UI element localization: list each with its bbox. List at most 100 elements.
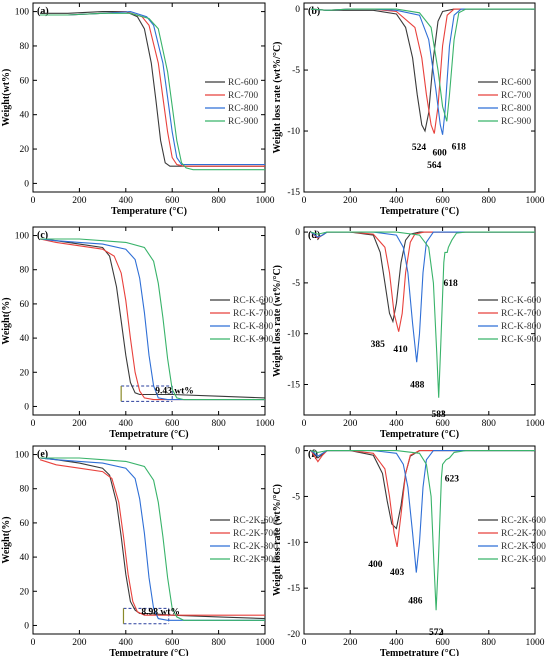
x-axis-title: Tempetrature (°C) (109, 648, 188, 656)
series-line-rc-2k-900 (310, 450, 535, 611)
x-tick-label: 800 (482, 196, 497, 206)
legend-entry: RC-2K-600 (501, 516, 546, 526)
x-tick-label: 1000 (526, 196, 545, 206)
plot-frame (32, 445, 266, 635)
y-tick-label: 0 (295, 228, 300, 238)
x-tick-label: 800 (211, 419, 226, 429)
legend-entry: RC-2K-900 (233, 555, 278, 565)
series-line-rc-800 (310, 8, 535, 135)
x-tick-label: 600 (435, 196, 450, 206)
x-tick-label: 800 (482, 638, 497, 648)
series-line-rc-900 (310, 8, 535, 122)
peak-label: 410 (393, 345, 408, 355)
y-tick-label: -15 (287, 381, 300, 391)
x-tick-label: 600 (165, 196, 180, 206)
y-tick-label: 80 (20, 266, 30, 276)
y-tick-label: 0 (295, 447, 300, 457)
x-tick-label: 600 (435, 638, 450, 648)
series-line-rc-600 (40, 11, 265, 167)
x-axis-title: Temperature (°C) (111, 206, 187, 217)
y-tick-label: -20 (287, 630, 300, 640)
legend-entry: RC-K-900 (233, 335, 273, 345)
y-tick-label: 20 (20, 368, 30, 378)
panel-tag: (c) (37, 230, 48, 241)
peak-label: 8.98 wt% (141, 607, 180, 617)
x-tick-label: 800 (211, 196, 226, 206)
x-tick-label: 200 (72, 638, 87, 648)
y-tick-label: 60 (20, 76, 30, 86)
series-line-rc-700 (40, 11, 265, 167)
x-tick-label: 200 (343, 419, 358, 429)
plot-frame (303, 226, 536, 416)
series-line-rc-2k-600 (39, 457, 266, 620)
panel-tag: (a) (37, 6, 49, 17)
x-tick-label: 200 (72, 196, 87, 206)
legend-entry: RC-900 (228, 117, 258, 127)
peak-label: 9.43 wt% (155, 386, 194, 396)
y-tick-label: -5 (292, 279, 300, 289)
x-tick-label: 0 (31, 196, 36, 206)
series-line-rc-900 (40, 12, 265, 171)
legend-entry: RC-K-900 (501, 335, 541, 345)
x-tick-label: 600 (165, 419, 180, 429)
y-tick-label: 100 (15, 451, 30, 461)
peak-label: 583 (432, 410, 447, 420)
x-axis-title: Tempetrature (°C) (380, 429, 459, 440)
peak-label: 564 (427, 161, 442, 171)
series-line-rc-k-900 (310, 231, 535, 398)
series-line-rc-2k-800 (310, 450, 535, 573)
peak-label: 403 (390, 568, 405, 578)
x-tick-label: 600 (165, 638, 180, 648)
x-tick-label: 400 (389, 196, 404, 206)
legend-entry: RC-900 (501, 117, 531, 127)
series-line-rc-2k-900 (40, 457, 265, 621)
y-tick-label: 40 (20, 334, 30, 344)
legend-entry: RC-700 (501, 91, 531, 101)
x-tick-label: 400 (119, 196, 134, 206)
x-tick-label: 400 (119, 638, 134, 648)
x-tick-label: 0 (302, 638, 307, 648)
y-tick-label: 0 (295, 5, 300, 15)
y-tick-label: -15 (287, 188, 300, 198)
y-tick-label: 60 (20, 300, 30, 310)
y-tick-label: 80 (20, 42, 30, 52)
legend-entry: RC-800 (501, 104, 531, 114)
series-line-rc-2k-800 (39, 457, 265, 621)
plot-frame (32, 2, 266, 193)
series-line-rc-k-600 (39, 238, 266, 399)
y-tick-label: 0 (24, 179, 29, 189)
x-tick-label: 1000 (256, 196, 275, 206)
legend-entry: RC-K-600 (501, 296, 541, 306)
y-tick-label: -5 (292, 492, 300, 502)
series-line-rc-800 (40, 11, 265, 166)
legend-entry: RC-K-700 (501, 309, 541, 319)
y-tick-label: 60 (20, 519, 30, 529)
y-tick-label: 100 (15, 232, 30, 242)
legend-entry: RC-600 (228, 78, 258, 88)
x-tick-label: 0 (302, 196, 307, 206)
y-tick-label: 80 (20, 485, 30, 495)
y-tick-label: -15 (287, 584, 300, 594)
y-tick-label: -10 (287, 127, 300, 137)
legend-entry: RC-K-600 (233, 296, 273, 306)
y-axis-title: Weight loss rate (wt%/°C) (272, 265, 283, 377)
x-tick-label: 1000 (526, 419, 545, 429)
peak-label: 623 (445, 475, 460, 485)
x-tick-label: 1000 (256, 419, 275, 429)
panel-tag: (b) (308, 6, 320, 17)
x-axis-title: Tempetrature (°C) (380, 648, 459, 656)
legend-entry: RC-2K-900 (501, 555, 546, 565)
peak-label: 400 (368, 560, 383, 570)
series-line-rc-k-800 (39, 238, 265, 401)
plot-frame (303, 445, 536, 635)
peak-label: 524 (412, 143, 427, 153)
y-axis-title: Weight(%) (1, 516, 12, 563)
legend-entry: RC-2K-700 (233, 529, 278, 539)
x-tick-label: 600 (435, 419, 450, 429)
peak-label: 600 (432, 149, 447, 159)
plot-frame (32, 226, 266, 416)
y-tick-label: 0 (24, 621, 29, 631)
legend-entry: RC-K-700 (233, 309, 273, 319)
